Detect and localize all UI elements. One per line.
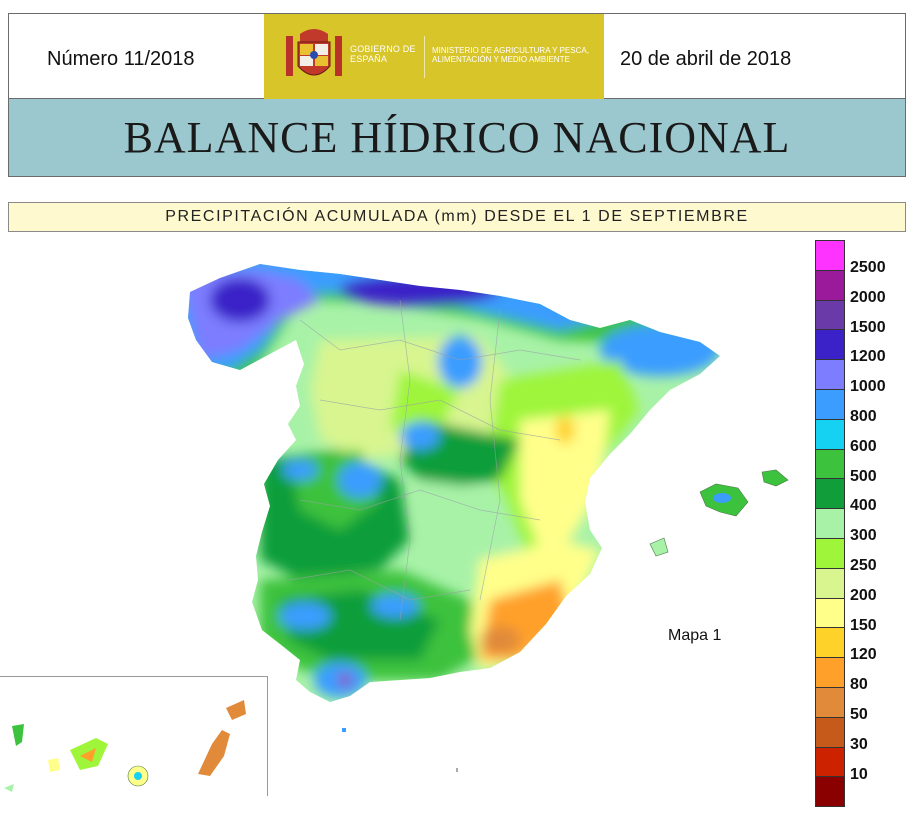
map-label: Mapa 1 xyxy=(668,627,722,644)
legend-value-label: 30 xyxy=(850,735,868,753)
legend-swatch xyxy=(815,389,845,420)
legend-value-label: 2000 xyxy=(850,288,886,306)
legend-value-label: 2500 xyxy=(850,259,886,276)
bulletin-header: Número 11/2018 GOBIERNO DE ESPAÑA MINIST… xyxy=(8,13,906,99)
coat-of-arms-icon xyxy=(286,29,342,76)
logo-divider xyxy=(424,36,425,78)
map-subtitle: PRECIPITACIÓN ACUMULADA (mm) DESDE EL 1 … xyxy=(165,208,749,225)
legend-swatch xyxy=(815,597,845,629)
government-logo: GOBIERNO DE ESPAÑA MINISTERIO DE AGRICUL… xyxy=(264,14,604,99)
legend-swatch xyxy=(815,746,845,778)
legend-value-label: 400 xyxy=(850,497,877,515)
issue-date: 20 de abril de 2018 xyxy=(620,48,792,70)
legend-value-label: 200 xyxy=(850,586,877,604)
subtitle-banner: PRECIPITACIÓN ACUMULADA (mm) DESDE EL 1 … xyxy=(8,202,906,232)
legend-value-label: 500 xyxy=(850,467,877,485)
legend-swatch xyxy=(815,657,845,688)
legend-swatch xyxy=(815,418,845,450)
precipitation-map xyxy=(4,264,789,792)
legend-swatch xyxy=(815,478,845,510)
legend-swatch xyxy=(815,299,845,331)
canary-islands xyxy=(4,700,246,792)
legend-value-label: 80 xyxy=(850,676,868,694)
legend-value-label: 10 xyxy=(850,765,868,783)
legend-value-label: 800 xyxy=(850,408,877,425)
legend-value-label: 1000 xyxy=(850,378,886,396)
legend-swatch xyxy=(815,240,845,271)
alboran-islands xyxy=(342,728,458,772)
legend-swatch xyxy=(815,538,845,569)
legend-swatch xyxy=(815,567,845,599)
page-title: BALANCE HÍDRICO NACIONAL xyxy=(123,113,791,162)
legend-value-label: 250 xyxy=(850,557,877,574)
legend-value-label: 600 xyxy=(850,437,877,455)
legend-swatch xyxy=(815,627,845,659)
legend-swatch xyxy=(815,269,845,301)
legend-swatch xyxy=(815,329,845,361)
precipitation-legend: 2500 2000 1500 1200 1000 800 600 500 400 300 250 20… xyxy=(815,240,914,808)
issue-number: Número 11/2018 xyxy=(47,48,195,70)
province-borders xyxy=(289,299,581,621)
legend-swatch xyxy=(815,687,845,718)
legend-swatch xyxy=(815,508,845,539)
legend-value-label: 300 xyxy=(850,527,877,545)
legend-swatch xyxy=(815,359,845,390)
legend-value-label: 50 xyxy=(850,706,868,723)
legend-swatch xyxy=(815,776,845,808)
balearic-islands xyxy=(649,469,789,557)
title-banner: BALANCE HÍDRICO NACIONAL xyxy=(8,99,906,177)
ministerio-text: MINISTERIO DE AGRICULTURA Y PESCA, ALIME… xyxy=(432,46,589,64)
canary-islands-inset xyxy=(0,676,268,796)
legend-value-label: 1200 xyxy=(850,348,886,366)
legend-value-label: 150 xyxy=(850,616,877,634)
legend-swatch xyxy=(815,716,845,748)
legend-value-label: 120 xyxy=(850,646,877,664)
gobierno-text: GOBIERNO DE ESPAÑA xyxy=(350,44,416,64)
legend-swatch xyxy=(815,448,845,480)
legend-value-label: 1500 xyxy=(850,318,886,336)
